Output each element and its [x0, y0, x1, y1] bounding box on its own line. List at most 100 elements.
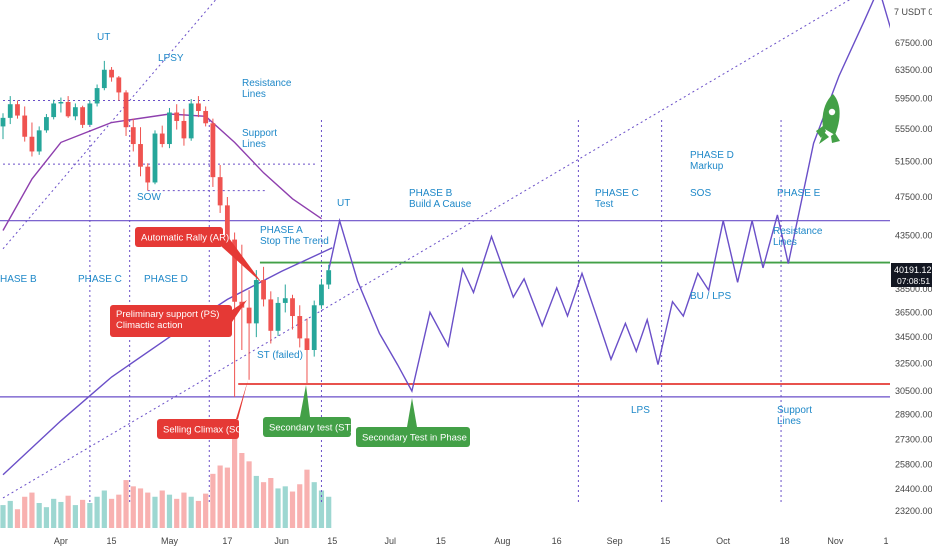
time-axis[interactable]: Apr 15 May 17 Jun 15 Jul 15 Aug 16 Sep 15 Oct 18 Nov 1	[0, 532, 932, 550]
candle-body	[22, 115, 28, 137]
volume-bar	[29, 492, 35, 528]
candle-body	[311, 305, 317, 351]
volume-bar	[22, 496, 28, 528]
candle-body	[145, 166, 151, 183]
volume-bar	[203, 493, 209, 528]
volume-bar	[275, 488, 281, 528]
annotation-phase_d: PHASE D Markup	[690, 150, 734, 172]
volume-bar	[188, 496, 194, 528]
candle-body	[51, 103, 57, 118]
time-tick-label: 15	[436, 536, 446, 546]
annotation-ut2: UT	[337, 198, 350, 209]
annotation-phase_a: PHASE A Stop The Trend	[260, 225, 329, 247]
annotation-phase_e: PHASE E	[777, 188, 821, 199]
candle-body	[188, 103, 194, 139]
price-tick-label: 63500.00	[895, 65, 932, 75]
callouts: Automatic Rally (AR) Preliminary support …	[110, 227, 476, 447]
annotation-bu_lps: BU / LPS	[690, 291, 731, 302]
time-tick-label: Aug	[494, 536, 510, 546]
volume-bar	[217, 465, 223, 528]
callout-st: Secondary test (ST)	[263, 385, 353, 437]
volume-bar	[58, 501, 64, 528]
volume-bar	[297, 484, 303, 528]
candle-body	[109, 69, 114, 78]
volume-bar	[14, 509, 21, 528]
time-tick-label: 1	[883, 536, 888, 546]
projected-path	[328, 0, 890, 394]
candle-body	[123, 92, 129, 128]
candle-body	[15, 104, 20, 116]
candle-body	[174, 112, 180, 121]
time-tick-label: Jun	[274, 536, 289, 546]
price-tick-label: 43500.00	[895, 231, 932, 241]
volume-bar	[210, 473, 216, 528]
annotation-lpsy: LPSY	[158, 53, 184, 64]
price-tick-label: 51500.00	[895, 157, 932, 167]
time-tick-label: Sep	[607, 536, 623, 546]
volume-bar	[304, 469, 310, 528]
annotation-lps: LPS	[631, 405, 650, 416]
candle-body	[87, 103, 93, 125]
volume-bar	[246, 461, 252, 528]
candle-body	[159, 133, 165, 145]
price-tick-label: 38500.00	[895, 284, 932, 294]
volume-bar	[145, 492, 151, 528]
candle-body	[29, 136, 35, 152]
annotation-phase_d_left: PHASE D	[144, 274, 188, 285]
volume-bar	[224, 467, 230, 528]
price-tick-label: 30500.00	[895, 386, 932, 396]
candle-body	[275, 302, 281, 331]
volume-bar	[36, 503, 42, 528]
candle-body	[253, 280, 259, 324]
annotation-resistance2: Resistance Lines	[773, 226, 823, 248]
price-tick-label: 47500.00	[895, 192, 932, 202]
candle-body	[246, 307, 252, 324]
volume-bar	[94, 496, 100, 528]
candle-body	[130, 127, 136, 145]
volume-bar	[116, 494, 122, 528]
price-tick-label: 36500.00	[895, 307, 932, 317]
candle-body	[304, 338, 310, 351]
price-tick-label: 24400.00	[895, 484, 932, 494]
time-tick-label: 15	[660, 536, 670, 546]
annotations: UT LPSY Resistance Lines Support Lines SOW HASE…	[0, 32, 823, 427]
callout-ar: Automatic Rally (AR)	[135, 227, 262, 283]
volume-bar	[87, 503, 93, 528]
volume-bar	[268, 478, 274, 528]
candle-body	[72, 107, 78, 117]
callout-text: Secondary test (ST)	[269, 423, 353, 434]
price-tick-label: 67500.00	[895, 38, 932, 48]
moving-average	[2, 113, 322, 231]
callout-text: Selling Climax (SC)	[163, 425, 245, 436]
candle-body	[261, 280, 266, 300]
volume-bar	[318, 490, 325, 528]
trend-channel-lower	[2, 0, 851, 499]
volume-bar	[7, 500, 13, 528]
candle-body	[290, 298, 295, 317]
candle-body	[7, 104, 13, 118]
annotation-phase_b: PHASE B Build A Cause	[409, 188, 472, 210]
volume-bars	[0, 428, 332, 528]
annotation-phase_b_left: HASE B	[0, 274, 37, 285]
annotation-resistance1: Resistance Lines	[242, 78, 292, 100]
annotation-sos: SOS	[690, 188, 711, 199]
annotation-phase_c: PHASE C Test	[595, 188, 639, 210]
candle-body	[58, 101, 64, 104]
annotation-support2: Support Lines	[777, 405, 812, 427]
currency-label: 7 USDT 0	[894, 7, 932, 17]
time-tick-label: Jul	[384, 536, 396, 546]
price-axis[interactable]: 67500.00 63500.00 59500.00 55500.00 51500.00…	[890, 0, 932, 550]
candle-body	[210, 123, 216, 178]
time-tick-label: 15	[107, 536, 117, 546]
volume-bar	[174, 498, 180, 528]
price-tick-label: 23200.00	[895, 506, 932, 516]
price-tick-label: 34500.00	[895, 332, 932, 342]
rocket-icon	[816, 94, 840, 144]
long-moving-average	[2, 247, 333, 476]
candle-body	[152, 133, 158, 183]
volume-bar	[289, 491, 296, 528]
volume-bar	[253, 475, 259, 528]
candle-body	[203, 110, 209, 124]
volume-bar	[65, 495, 71, 528]
candle-body	[282, 298, 288, 303]
